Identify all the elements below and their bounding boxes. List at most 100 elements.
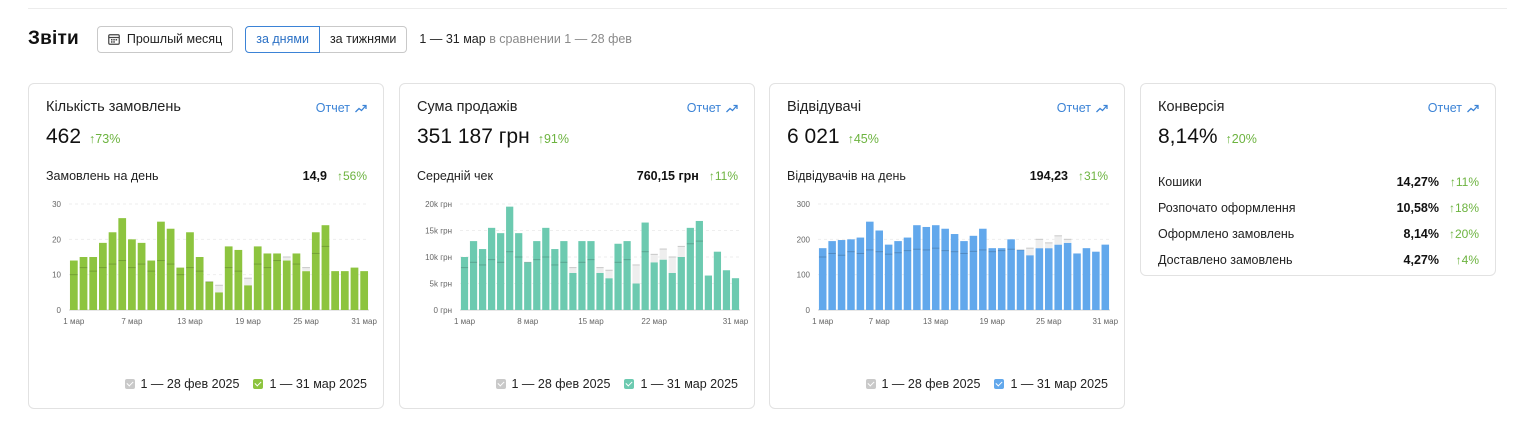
bar-current[interactable] bbox=[506, 206, 514, 310]
legend-current[interactable]: 1 — 31 мар 2025 bbox=[253, 377, 367, 391]
bar-current[interactable] bbox=[350, 267, 359, 310]
bar-current[interactable] bbox=[99, 242, 107, 310]
bar-current[interactable] bbox=[1007, 239, 1015, 310]
bar-current[interactable] bbox=[596, 272, 604, 310]
bar-current[interactable] bbox=[922, 226, 931, 310]
bar-current[interactable] bbox=[166, 228, 175, 310]
bar-current[interactable] bbox=[1035, 248, 1044, 310]
bar-current[interactable] bbox=[234, 249, 243, 310]
bar-current[interactable] bbox=[360, 271, 369, 310]
bar-current[interactable] bbox=[686, 227, 694, 310]
bar-current[interactable] bbox=[659, 259, 667, 310]
bar-current[interactable] bbox=[847, 239, 855, 310]
bar-current[interactable] bbox=[941, 228, 949, 310]
bar-current[interactable] bbox=[89, 257, 98, 310]
bar-current[interactable] bbox=[828, 241, 836, 310]
bar-current[interactable] bbox=[1016, 249, 1025, 310]
bar-current[interactable] bbox=[69, 260, 78, 310]
bar-current[interactable] bbox=[979, 228, 987, 310]
bar-current[interactable] bbox=[875, 230, 883, 311]
bar-current[interactable] bbox=[950, 234, 959, 310]
bar-current[interactable] bbox=[311, 232, 320, 310]
bar-current[interactable] bbox=[137, 242, 146, 310]
bar-current[interactable] bbox=[118, 218, 127, 310]
bar-current[interactable] bbox=[147, 260, 156, 310]
bar-current[interactable] bbox=[1063, 242, 1072, 310]
bar-current[interactable] bbox=[668, 272, 676, 310]
bar-current[interactable] bbox=[488, 227, 496, 310]
bar-current[interactable] bbox=[263, 253, 272, 310]
bar-current[interactable] bbox=[614, 243, 622, 310]
bar-current[interactable] bbox=[533, 241, 541, 310]
bar-current[interactable] bbox=[205, 281, 214, 310]
bar-current[interactable] bbox=[988, 248, 997, 310]
bar-current[interactable] bbox=[224, 246, 233, 310]
visitors-report-link[interactable]: Отчет bbox=[1057, 101, 1108, 115]
bar-current[interactable] bbox=[913, 225, 921, 310]
bar-current[interactable] bbox=[731, 278, 740, 310]
bar-current[interactable] bbox=[1092, 251, 1100, 310]
bar-current[interactable] bbox=[623, 241, 631, 310]
bar-current[interactable] bbox=[478, 249, 487, 310]
bar-current[interactable] bbox=[894, 241, 902, 310]
bar-current[interactable] bbox=[515, 233, 523, 310]
bar-current[interactable] bbox=[292, 253, 301, 310]
view-by-week-button[interactable]: за тижнями bbox=[319, 25, 408, 53]
legend-previous[interactable]: 1 — 28 фев 2025 bbox=[124, 377, 239, 391]
bar-current[interactable] bbox=[884, 244, 893, 310]
bar-current[interactable] bbox=[186, 232, 194, 310]
bar-current[interactable] bbox=[997, 248, 1006, 310]
bar-current[interactable] bbox=[1073, 253, 1081, 310]
bar-current[interactable] bbox=[128, 239, 136, 310]
bar-current[interactable] bbox=[695, 220, 703, 310]
bar-current[interactable] bbox=[578, 241, 586, 310]
bar-current[interactable] bbox=[157, 221, 165, 310]
bar-current[interactable] bbox=[641, 222, 649, 310]
bar-current[interactable] bbox=[960, 241, 968, 310]
bar-current[interactable] bbox=[856, 237, 865, 310]
bar-current[interactable] bbox=[497, 233, 505, 310]
bar-current[interactable] bbox=[1101, 244, 1110, 310]
period-button[interactable]: Прошлый месяц bbox=[96, 25, 234, 53]
bar-current[interactable] bbox=[108, 232, 117, 310]
bar-current[interactable] bbox=[244, 285, 252, 310]
bar-current[interactable] bbox=[931, 225, 940, 310]
bar-current[interactable] bbox=[302, 271, 310, 310]
orders-report-link[interactable]: Отчет bbox=[316, 101, 367, 115]
bar-current[interactable] bbox=[1054, 244, 1062, 310]
bar-current[interactable] bbox=[722, 270, 731, 310]
bar-current[interactable] bbox=[560, 241, 568, 310]
bar-current[interactable] bbox=[605, 278, 613, 310]
bar-current[interactable] bbox=[79, 257, 88, 310]
bar-current[interactable] bbox=[866, 221, 874, 310]
bar-current[interactable] bbox=[569, 272, 577, 310]
bar-current[interactable] bbox=[195, 257, 204, 310]
bar-current[interactable] bbox=[282, 260, 291, 310]
legend-previous[interactable]: 1 — 28 фев 2025 bbox=[495, 377, 610, 391]
bar-current[interactable] bbox=[551, 249, 559, 310]
bar-current[interactable] bbox=[632, 283, 640, 311]
bar-current[interactable] bbox=[903, 237, 912, 310]
bar-current[interactable] bbox=[587, 241, 595, 310]
bar-current[interactable] bbox=[713, 251, 722, 310]
bar-current[interactable] bbox=[253, 246, 262, 310]
bar-current[interactable] bbox=[1082, 248, 1091, 310]
legend-current[interactable]: 1 — 31 мар 2025 bbox=[994, 377, 1108, 391]
bar-current[interactable] bbox=[677, 257, 685, 310]
sales-report-link[interactable]: Отчет bbox=[687, 101, 738, 115]
bar-current[interactable] bbox=[176, 267, 185, 310]
legend-previous[interactable]: 1 — 28 фев 2025 bbox=[865, 377, 980, 391]
bar-current[interactable] bbox=[273, 253, 281, 310]
bar-current[interactable] bbox=[650, 262, 658, 310]
conversion-report-link[interactable]: Отчет bbox=[1428, 101, 1479, 115]
bar-current[interactable] bbox=[215, 292, 223, 310]
bar-current[interactable] bbox=[542, 227, 550, 310]
bar-current[interactable] bbox=[704, 275, 712, 310]
bar-current[interactable] bbox=[524, 262, 532, 310]
bar-current[interactable] bbox=[469, 241, 478, 310]
bar-current[interactable] bbox=[1026, 255, 1034, 310]
bar-current[interactable] bbox=[331, 271, 339, 310]
bar-current[interactable] bbox=[1045, 248, 1053, 310]
bar-current[interactable] bbox=[969, 235, 978, 310]
view-by-day-button[interactable]: за днями bbox=[245, 25, 320, 53]
